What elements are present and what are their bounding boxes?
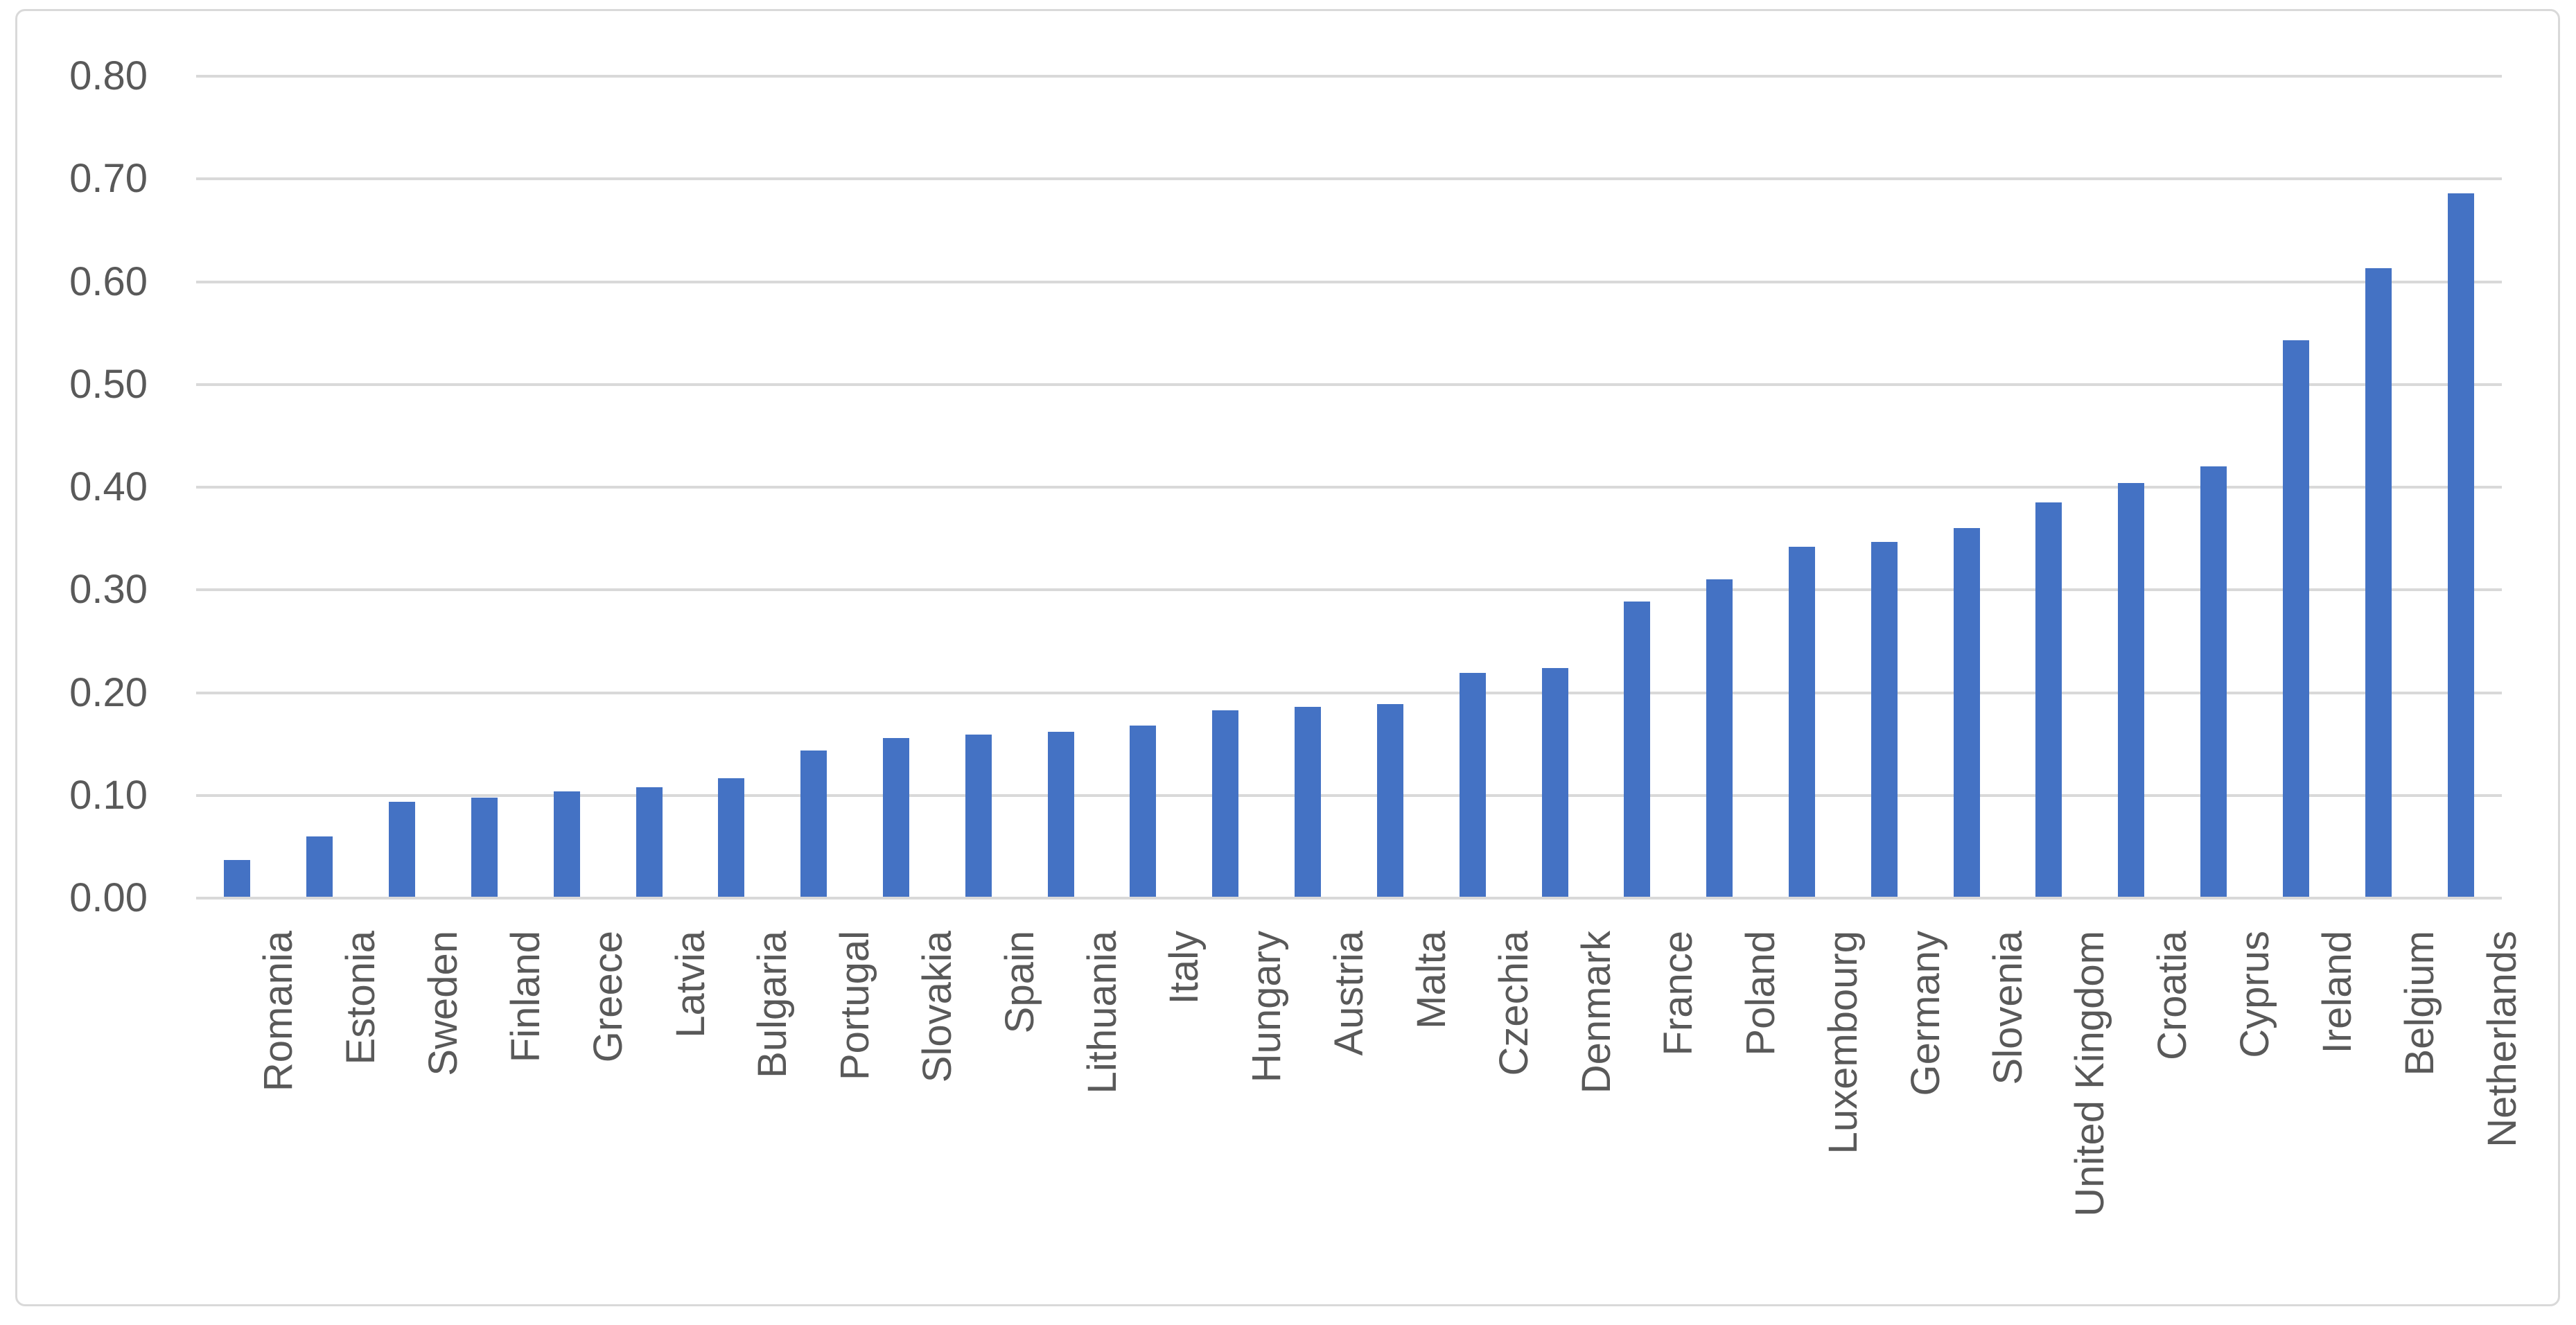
bar (800, 750, 827, 897)
bar (2035, 502, 2062, 897)
bar (1459, 673, 1486, 897)
bar (1130, 725, 1157, 897)
x-axis-category-label: Lithuania (1079, 931, 1125, 1094)
y-axis-tick-label: 0.00 (69, 875, 148, 920)
chart-frame: 0.00 0.10 0.20 0.30 0.40 0.50 0.60 0.70 0.80 Rom… (15, 9, 2560, 1306)
bar (1047, 731, 1074, 897)
x-axis-category-label: Latvia (667, 931, 713, 1038)
gridline (196, 486, 2502, 489)
bar (1376, 703, 1403, 897)
y-axis-tick-label: 0.60 (69, 258, 148, 304)
bar (1624, 601, 1651, 897)
bar (2200, 466, 2227, 897)
y-axis-tick-label: 0.20 (69, 669, 148, 715)
gridline (196, 588, 2502, 592)
bar (389, 801, 416, 897)
bar (306, 836, 333, 897)
x-axis-category-label: Slovakia (914, 931, 960, 1083)
x-axis-category-label: Malta (1408, 931, 1454, 1029)
bar (2282, 340, 2309, 897)
x-axis-category-label: Denmark (1573, 931, 1619, 1094)
gridline (196, 793, 2502, 797)
x-axis-category-label: Hungary (1244, 931, 1290, 1083)
bar (1953, 528, 1980, 897)
gridline (196, 177, 2502, 181)
x-axis-category-label: Estonia (338, 931, 384, 1065)
x-axis-category-label: Greece (585, 931, 631, 1063)
gridline (196, 691, 2502, 694)
x-axis-category-label: Sweden (421, 931, 466, 1076)
bar (1541, 667, 1568, 897)
x-axis-category-label: Italy (1162, 931, 1207, 1005)
bar (1706, 579, 1733, 897)
x-axis-category-label: France (1656, 931, 1701, 1056)
bar (718, 778, 745, 897)
x-axis-category-label: Portugal (832, 931, 878, 1081)
x-axis-category-label: Ireland (2314, 931, 2360, 1054)
bar (965, 735, 992, 897)
bar (2365, 268, 2392, 897)
x-axis-category-label: Finland (502, 931, 548, 1063)
x-axis-category-label: Poland (1738, 931, 1784, 1056)
gridline (196, 280, 2502, 283)
bar (1295, 707, 1322, 897)
bar (1870, 541, 1898, 897)
x-axis-category-label: Croatia (2150, 931, 2196, 1060)
x-axis-category-label: Netherlands (2479, 931, 2525, 1148)
bar (636, 787, 663, 897)
bar (471, 797, 498, 897)
x-axis-line (196, 897, 2502, 900)
bar (2118, 483, 2145, 897)
x-axis-category-label: Germany (1902, 931, 1948, 1096)
x-axis-category-label: Austria (1326, 931, 1372, 1056)
x-axis-category-label: Spain (997, 931, 1042, 1034)
x-axis-category-label: Slovenia (1985, 931, 2031, 1085)
x-axis-category-label: Luxembourg (1821, 931, 1866, 1155)
bar (882, 737, 909, 897)
bar (1789, 546, 1816, 897)
x-axis-category-label: Bulgaria (750, 931, 796, 1078)
y-axis-tick-label: 0.10 (69, 772, 148, 818)
bar (553, 791, 580, 897)
plot-area: 0.00 0.10 0.20 0.30 0.40 0.50 0.60 0.70 0.80 Rom… (17, 11, 2558, 1304)
y-axis-tick-label: 0.70 (69, 156, 148, 202)
x-axis-category-label: Romania (256, 931, 301, 1092)
y-axis-tick-label: 0.50 (69, 361, 148, 407)
x-axis-category-label: Cyprus (2232, 931, 2278, 1058)
bar (1212, 710, 1239, 897)
gridline (196, 75, 2502, 78)
y-axis-tick-label: 0.30 (69, 567, 148, 613)
y-axis-tick-label: 0.80 (69, 53, 148, 98)
x-axis-category-label: Czechia (1491, 931, 1536, 1076)
x-axis-category-label: United Kingdom (2067, 931, 2113, 1217)
bar (224, 860, 251, 897)
gridline (196, 383, 2502, 386)
x-axis-category-label: Belgium (2397, 931, 2442, 1076)
y-axis-tick-label: 0.40 (69, 464, 148, 509)
bar (2447, 193, 2474, 897)
